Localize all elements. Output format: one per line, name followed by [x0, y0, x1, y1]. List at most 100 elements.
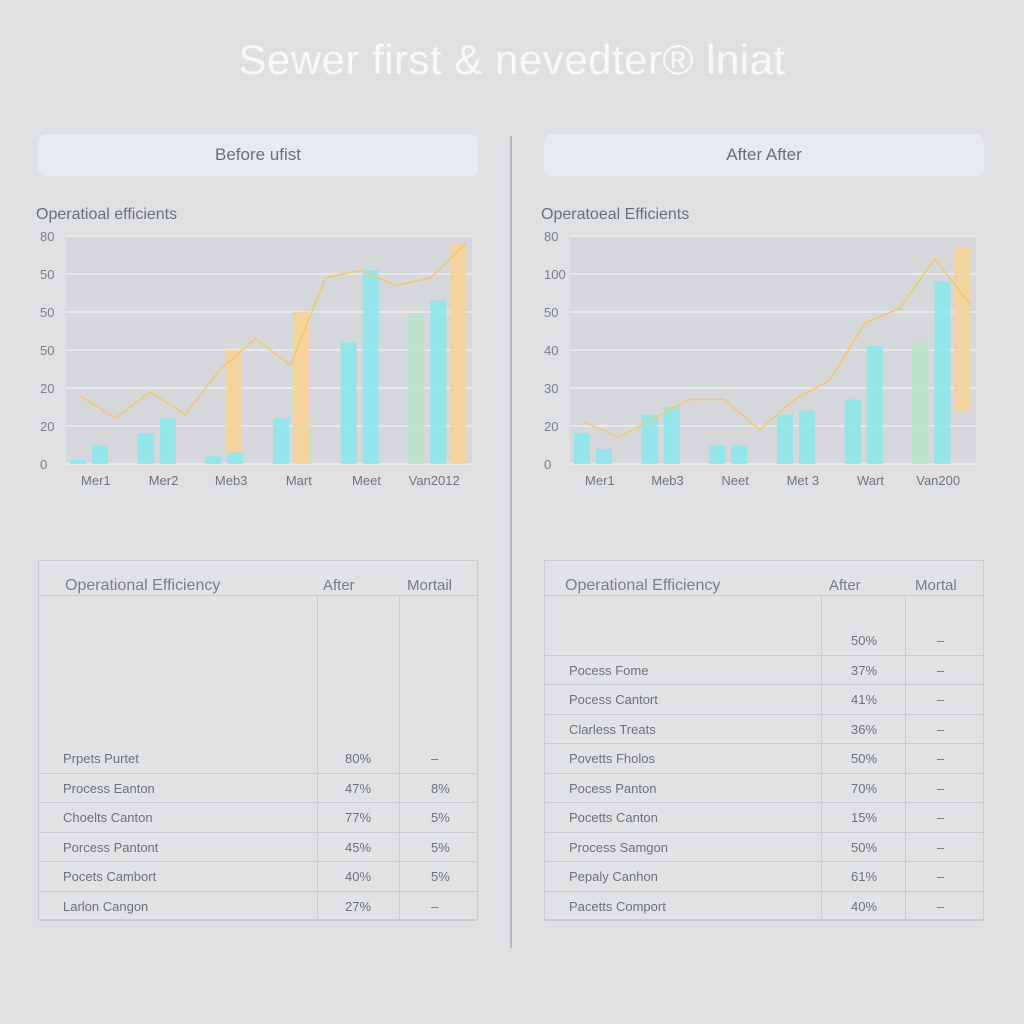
table-row-mortal: – [431, 751, 439, 766]
y-tick-label: 80 [40, 229, 54, 244]
x-tick-label: Mer1 [585, 473, 615, 488]
table-row-line [39, 831, 477, 833]
y-tick-label: 30 [544, 381, 558, 396]
left-table-header-line [39, 595, 477, 596]
table-row-line [545, 743, 983, 745]
bar-cyan [641, 414, 658, 464]
bar-cyan [731, 445, 748, 464]
bar-cyan [934, 281, 951, 464]
table-row-mortal: – [937, 810, 945, 825]
bar-cyan [663, 407, 680, 464]
bar-cyan [596, 448, 612, 464]
table-row-name: Clarless Treats [569, 721, 656, 737]
y-tick-label: 20 [40, 419, 54, 434]
table-row-mortal: 5% [431, 810, 450, 825]
bar-cyan [408, 315, 425, 464]
bar-orange [225, 350, 242, 453]
table-row-name: Porcess Pantont [63, 839, 159, 855]
before-panel-label: Before ufist [38, 134, 478, 176]
left-table-title: Operational Efficiency [65, 577, 221, 594]
table-row-name: Pocess Fome [569, 662, 649, 678]
bar-cyan [912, 342, 929, 464]
bar-cyan [777, 414, 793, 464]
right-efficiency-table: Operational Efficiency After Mortal 50% –… [544, 560, 984, 922]
table-row-mortal: – [937, 839, 945, 855]
table-row-name: Process Samgon [569, 839, 668, 855]
x-tick-label: Meb3 [215, 473, 248, 488]
table-row-after: 40% [851, 898, 878, 914]
trend-line [583, 257, 971, 439]
bar-cyan [799, 410, 815, 464]
right-table-col-after: After [829, 577, 861, 594]
bar-cyan [227, 452, 244, 464]
x-tick-label: Mart [286, 473, 312, 488]
y-tick-label: 50 [544, 305, 558, 320]
y-tick-label: 50 [40, 267, 54, 282]
y-tick-label: 20 [544, 419, 558, 434]
table-row-line [545, 890, 983, 892]
table-row-name: Choelts Canton [63, 810, 153, 825]
table-row-name: Larlon Cangon [63, 898, 149, 914]
table-row-line [545, 802, 983, 804]
y-tick-label: 80 [544, 229, 558, 244]
table-row-name: Pocets Cambort [63, 869, 157, 884]
bar-cyan [844, 399, 861, 464]
table-row-after: 77% [345, 810, 372, 825]
left-chart-title: Operatioal efficients [36, 206, 178, 223]
right-table-header-line [545, 595, 983, 596]
table-row-line [545, 861, 983, 863]
right-chart-title: Operatoeal Efficients [541, 206, 690, 223]
table-row-line [545, 713, 983, 715]
table-row-name: Pacetts Comport [569, 898, 666, 914]
right-table-col-mortal: Mortal [915, 577, 957, 594]
table-row-after: 36% [851, 721, 878, 737]
table-row-after: 15% [851, 810, 878, 825]
left-table-col-after: After [323, 577, 355, 594]
table-row-name: Prpets Purtet [63, 751, 139, 766]
table-row-mortal: – [937, 751, 945, 766]
x-tick-label: Mer1 [81, 473, 111, 488]
table-row-mortal: – [937, 721, 945, 737]
table-row-after: 40% [345, 869, 372, 884]
x-tick-label: Met 3 [787, 473, 820, 488]
table-row-line [545, 920, 983, 922]
bar-cyan [362, 270, 379, 464]
bar-cyan [159, 418, 176, 464]
bar-cyan [340, 342, 357, 464]
bar-cyan [430, 300, 447, 464]
table-row-name: Povetts Fholos [569, 751, 655, 766]
y-tick-label: 20 [40, 381, 54, 396]
table-row-mortal: – [937, 692, 945, 707]
right-table-col-line-1 [821, 595, 822, 919]
y-tick-label: 100 [544, 267, 566, 282]
table-row-mortal: 5% [431, 869, 450, 884]
table-row-mortal: – [937, 662, 945, 678]
table-row-after: 50% [851, 839, 878, 855]
table-row-after: 50% [851, 751, 878, 766]
table-row-line [39, 772, 477, 774]
bar-cyan [574, 433, 590, 464]
y-tick-label: 50 [40, 305, 54, 320]
table-row-line [39, 890, 477, 892]
x-tick-label: Neet [721, 473, 749, 488]
left-efficiency-table: Operational Efficiency After Mortail Prp… [38, 560, 478, 922]
table-row-after: 70% [851, 780, 878, 796]
page-title: Sewer first & nevedter® lniat [238, 36, 786, 83]
bar-cyan [137, 433, 154, 464]
bar-cyan [205, 456, 222, 464]
table-row-mortal: – [431, 898, 439, 914]
bar-orange [954, 247, 971, 411]
table-row-after: 47% [345, 780, 372, 796]
table-row-mortal: 5% [431, 839, 450, 855]
x-tick-label: Mer2 [149, 473, 179, 488]
bar-cyan [709, 445, 726, 464]
x-tick-label: Wart [857, 473, 884, 488]
table-row-mortal: 8% [431, 780, 450, 796]
table-row-line [545, 772, 983, 774]
table-row-name: Pocess Panton [569, 780, 657, 796]
table-row-mortal: – [937, 898, 945, 914]
bar-orange [293, 312, 309, 464]
left-table-col-mortal: Mortail [407, 577, 453, 594]
y-tick-label: 0 [544, 457, 551, 472]
table-row-after: 41% [851, 692, 878, 707]
